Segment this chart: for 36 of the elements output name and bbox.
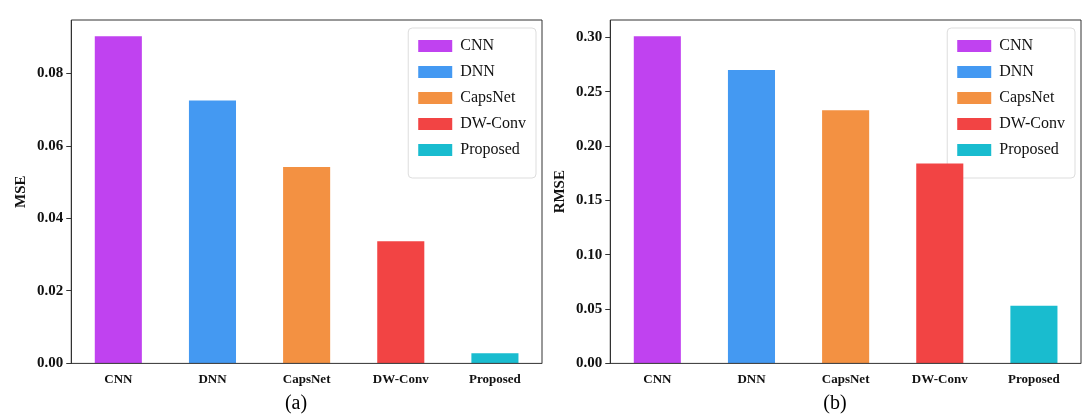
x-tick-label: Proposed [1008,370,1061,386]
y-tick-label: 0.05 [576,299,603,316]
y-axis-title: RMSE [550,170,567,214]
x-tick-label: CNN [643,370,673,386]
legend-label: CapsNet [999,88,1055,107]
y-tick-label: 0.08 [37,64,64,81]
y-tick-label: 0.02 [37,281,64,298]
x-tick-label: DNN [737,370,767,386]
legend-label: Proposed [999,140,1059,159]
x-tick-label: DW-Conv [911,370,969,386]
legend-label: DNN [999,62,1035,80]
x-tick-label: DNN [198,370,228,386]
legend-label: CapsNet [460,88,516,107]
y-tick-label: 0.00 [37,354,64,371]
x-tick-label: CNN [104,370,134,386]
text: (b) [822,390,848,414]
legend-label: DW-Conv [999,114,1066,132]
y-tick-label: 0.10 [576,245,603,262]
y-tick-label: 0.20 [576,136,603,153]
legend-label: DW-Conv [460,114,527,132]
y-tick-label: 0.06 [37,136,64,153]
legend-label: CNN [999,36,1034,54]
text: (a) [283,390,309,414]
y-tick-label: 0.15 [576,191,603,208]
y-tick-label: 0.04 [37,209,64,226]
x-tick-label: CapsNet [282,370,332,386]
y-tick-label: 0.30 [576,28,603,45]
x-tick-label: DW-Conv [372,370,430,386]
legend-label: DNN [460,62,496,80]
y-axis-title: MSE [11,175,28,208]
legend-label: CNN [460,36,495,54]
y-tick-label: 0.00 [576,354,603,371]
x-tick-label: Proposed [469,370,522,386]
legend-label: Proposed [460,140,520,159]
y-tick-label: 0.25 [576,82,603,99]
x-tick-label: CapsNet [821,370,871,386]
